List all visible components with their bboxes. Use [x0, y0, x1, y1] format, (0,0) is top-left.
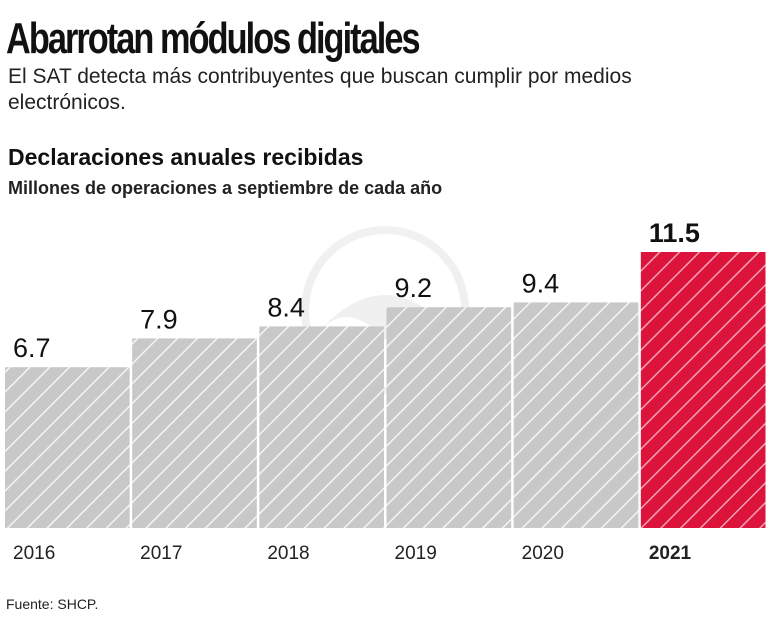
x-tick-2017: 2017 — [140, 543, 182, 564]
value-label-2016: 6.7 — [13, 333, 51, 363]
bar-2019 — [386, 307, 512, 528]
chart-title: Declaraciones anuales recibidas — [8, 144, 364, 170]
value-label-2017: 7.9 — [140, 304, 178, 334]
bar-2018 — [259, 326, 384, 528]
source-note: Fuente: SHCP. — [6, 596, 99, 612]
x-tick-2018: 2018 — [267, 543, 309, 564]
value-label-2021: 11.5 — [649, 218, 700, 248]
x-tick-2020: 2020 — [522, 543, 564, 564]
page-title: Abarrotan módulos digitales — [6, 14, 421, 63]
chart-subtitle: Millones de operaciones a septiembre de … — [8, 178, 443, 198]
value-label-2019: 9.2 — [395, 273, 433, 303]
x-tick-2016: 2016 — [13, 543, 55, 564]
x-tick-2021: 2021 — [649, 543, 692, 564]
bar-2020 — [513, 302, 639, 528]
bar-2021 — [640, 252, 766, 528]
value-label-2018: 8.4 — [267, 292, 305, 322]
value-label-2020: 9.4 — [522, 268, 560, 298]
page-subtitle: El SAT detecta más contribuyentes que bu… — [8, 65, 632, 114]
bar-2016 — [5, 367, 130, 528]
bar-2017 — [132, 338, 257, 528]
x-tick-2019: 2019 — [395, 543, 437, 564]
